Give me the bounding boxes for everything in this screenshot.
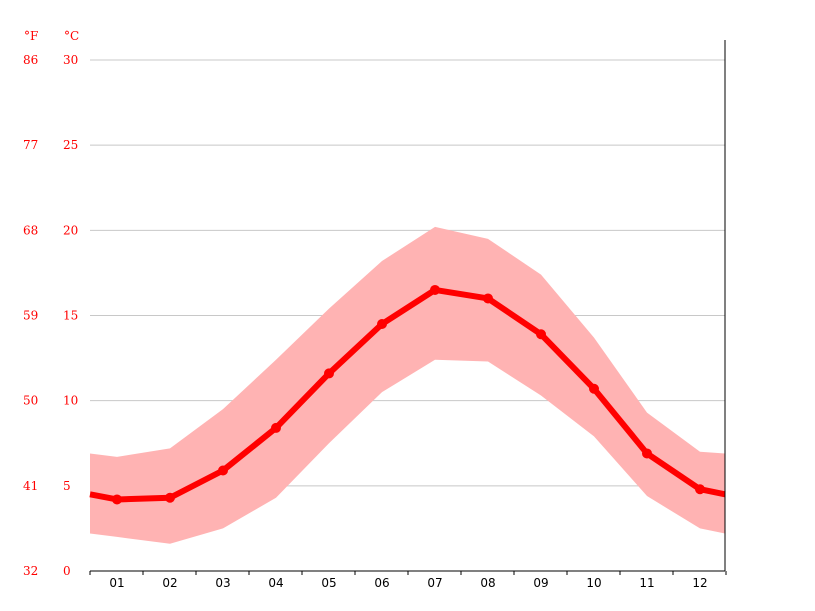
y-tick-fahrenheit: 86 [23, 53, 38, 67]
x-tick-label: 04 [268, 576, 283, 590]
data-points [112, 284, 705, 505]
data-point [271, 422, 281, 433]
x-tick-label: 06 [374, 576, 389, 590]
y-tick-fahrenheit: 32 [23, 564, 38, 578]
x-tick-label: 08 [480, 576, 495, 590]
x-tick-label: 10 [586, 576, 601, 590]
y-tick-fahrenheit: 41 [23, 479, 38, 493]
data-point [695, 484, 705, 495]
x-tick-label: 05 [321, 576, 336, 590]
axis-labels: °F °C 32 0 41 5 50 10 59 15 68 20 77 25 86 30 [23, 29, 79, 578]
y-tick-celsius: 15 [63, 309, 78, 323]
data-point [165, 492, 175, 503]
y-tick-celsius: 10 [63, 394, 78, 408]
y-tick-celsius: 30 [63, 53, 78, 67]
x-tick-label: 09 [533, 576, 548, 590]
data-point [112, 494, 122, 505]
y-tick-fahrenheit: 68 [23, 223, 38, 237]
x-axis-ticks: 01 02 03 04 05 06 07 08 09 10 11 12 [89, 571, 727, 590]
temperature-range-band [90, 226, 725, 544]
y-tick-celsius: 25 [63, 138, 78, 152]
y-tick-fahrenheit: 50 [23, 394, 38, 408]
y-tick-fahrenheit: 77 [23, 138, 38, 152]
x-tick-label: 01 [109, 576, 124, 590]
celsius-unit-label: °C [64, 29, 79, 43]
y-tick-celsius: 0 [63, 564, 71, 578]
data-point [483, 293, 493, 304]
data-point [536, 329, 546, 340]
x-tick-label: 02 [162, 576, 177, 590]
y-tick-fahrenheit: 59 [23, 309, 38, 323]
average-temperature-line [89, 286, 726, 503]
data-point [218, 465, 228, 476]
fahrenheit-unit-label: °F [24, 29, 38, 43]
data-point [642, 448, 652, 459]
x-tick-label: 12 [692, 576, 707, 590]
data-point [430, 284, 440, 295]
x-tick-label: 11 [639, 576, 654, 590]
y-tick-celsius: 5 [63, 479, 71, 493]
data-point [324, 368, 334, 379]
y-tick-celsius: 20 [63, 223, 78, 237]
x-tick-label: 03 [215, 576, 230, 590]
data-point [589, 383, 599, 394]
data-point [377, 319, 387, 330]
x-tick-label: 07 [427, 576, 442, 590]
